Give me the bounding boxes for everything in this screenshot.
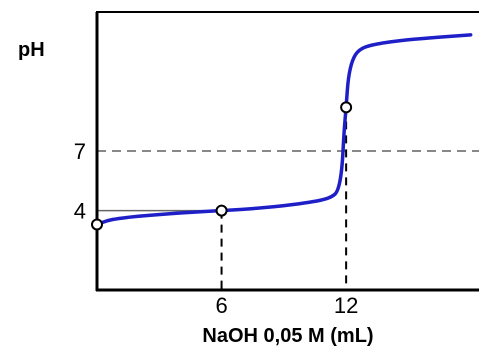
axes [95, 11, 479, 292]
guide-lines [97, 107, 479, 290]
marked-point-0 [91, 218, 103, 231]
markers-group [91, 101, 353, 231]
y-axis-title: pH [18, 39, 45, 61]
marked-point-2 [340, 101, 353, 114]
marked-point-1 [215, 204, 228, 217]
y-tick-label-4: 4 [74, 199, 86, 224]
x-tick-label-6: 6 [215, 293, 227, 318]
x-tick-label-12: 12 [334, 293, 358, 318]
x-axis-title: NaOH 0,05 M (mL) [202, 325, 373, 347]
titration-curve-0 [95, 33, 473, 227]
series-group [95, 33, 473, 227]
y-tick-label-7: 7 [74, 139, 86, 164]
tick-labels: 4 7 6 12 [74, 139, 359, 318]
